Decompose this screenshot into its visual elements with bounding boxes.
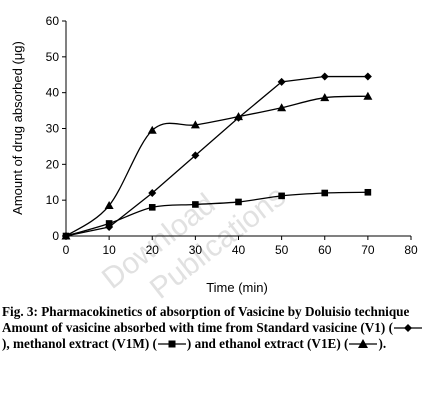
series-line-square xyxy=(65,191,368,237)
y-tick-label: 30 xyxy=(46,122,60,136)
triangle-marker xyxy=(277,103,287,112)
x-tick-label: 40 xyxy=(232,243,246,257)
square-marker xyxy=(105,220,113,227)
figure-caption: Fig. 3: Pharmacokinetics of absorption o… xyxy=(2,304,430,352)
y-tick-label: 10 xyxy=(46,193,60,207)
y-tick-label: 40 xyxy=(46,86,60,100)
series-line-triangle xyxy=(65,95,368,237)
square-marker xyxy=(148,204,156,211)
axes: 0 10 20 30 40 50 60 70 80 0 10 20 30 40 50 60 xyxy=(46,14,418,257)
legend-line-triangle-icon xyxy=(349,339,378,348)
y-tick-label: 50 xyxy=(46,50,60,64)
x-tick-label: 70 xyxy=(361,243,375,257)
x-tick-label: 80 xyxy=(404,243,418,257)
line-chart: Download Publications 0 10 20 30 40 50 60 70 800… xyxy=(10,14,418,306)
series-markers xyxy=(61,72,373,240)
square-marker xyxy=(235,198,242,206)
x-tick-label: 0 xyxy=(63,243,70,257)
triangle-marker xyxy=(104,201,114,210)
triangle-marker xyxy=(147,125,157,134)
triangle-marker xyxy=(234,112,243,121)
diamond-marker xyxy=(320,72,329,81)
y-axis-title: Amount of drug absorbed (μg) xyxy=(10,41,25,215)
x-tick-label: 20 xyxy=(146,243,160,257)
caption-title: Fig. 3: Pharmacokinetics of absorption o… xyxy=(2,304,410,319)
diamond-marker xyxy=(191,151,200,160)
square-marker xyxy=(192,201,199,208)
square-marker xyxy=(278,192,285,200)
y-tick-label: 0 xyxy=(52,229,59,243)
x-tick-label: 10 xyxy=(102,243,116,257)
x-tick-label: 30 xyxy=(189,243,203,257)
caption-text-3: ) and ethanol extract (V1E) ( xyxy=(186,336,349,351)
caption-text-1: Amount of vasicine absorbed with time fr… xyxy=(2,320,393,335)
series-lines xyxy=(65,75,368,237)
triangle-marker xyxy=(61,231,71,240)
square-marker xyxy=(364,188,372,196)
triangle-marker xyxy=(190,120,200,129)
y-tick-label: 60 xyxy=(46,14,60,28)
diamond-marker xyxy=(148,189,157,197)
diamond-marker xyxy=(277,77,286,86)
caption-body: Amount of vasicine absorbed with time fr… xyxy=(2,320,430,352)
square-marker xyxy=(321,189,329,197)
x-tick-label: 50 xyxy=(275,243,289,257)
diamond-marker xyxy=(363,72,372,81)
caption-text-2: ), methanol extract (V1M) ( xyxy=(2,336,157,351)
caption-text-4: ). xyxy=(378,336,387,351)
legend-line-square-icon xyxy=(157,340,186,348)
y-tick-label: 20 xyxy=(46,157,60,171)
triangle-marker xyxy=(363,91,373,100)
triangle-marker xyxy=(320,93,330,102)
x-tick-label: 60 xyxy=(318,243,332,257)
x-axis-title: Time (min) xyxy=(206,280,268,295)
chart-figure: Download Publications 0 10 20 30 40 50 60 70 80 0… xyxy=(10,14,418,306)
legend-line-diamond-icon xyxy=(393,324,422,332)
